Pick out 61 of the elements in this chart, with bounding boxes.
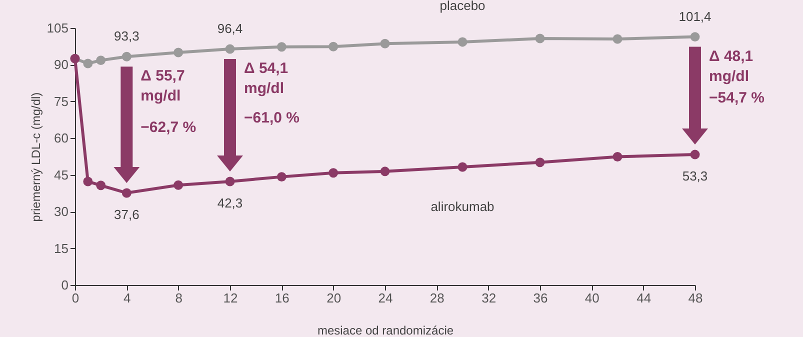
point <box>380 166 390 176</box>
x-tick-label: 16 <box>274 290 290 306</box>
y-tick-label: 75 <box>54 94 68 109</box>
x-tick-label: 0 <box>72 290 80 306</box>
x-tick-label: 28 <box>430 290 444 306</box>
point <box>276 172 286 182</box>
y-tick-label: 105 <box>46 20 68 36</box>
point <box>225 44 235 54</box>
y-tick-label: 45 <box>54 167 68 182</box>
annotation: −61,0 % <box>244 109 300 126</box>
point <box>83 58 93 68</box>
x-tick-label: 24 <box>378 290 393 306</box>
point <box>535 158 545 168</box>
y-tick-label: 30 <box>54 204 68 220</box>
data-label: 101,4 <box>678 8 712 24</box>
x-tick-label: 40 <box>584 290 600 306</box>
x-tick-label: 32 <box>482 290 496 306</box>
x-tick-label: 12 <box>223 290 238 306</box>
data-label: 96,4 <box>217 21 243 36</box>
point <box>122 188 132 198</box>
point <box>96 56 106 66</box>
y-tick-label: 60 <box>54 130 68 146</box>
point <box>122 52 132 62</box>
point <box>174 48 184 58</box>
point <box>83 176 93 186</box>
x-tick-label: 36 <box>533 290 548 306</box>
y-tick-label: 15 <box>54 240 68 256</box>
point <box>328 42 338 52</box>
point <box>458 162 468 172</box>
x-tick-label: 8 <box>175 290 182 306</box>
text: placebo <box>440 0 486 13</box>
point <box>96 180 106 190</box>
annotation: Δ 54,1 mg/dl <box>244 60 288 98</box>
point <box>612 152 622 162</box>
x-tick-label: 44 <box>636 290 652 306</box>
point <box>225 176 235 186</box>
x-tick-label: 48 <box>688 290 703 306</box>
point <box>458 37 468 47</box>
point <box>690 32 700 42</box>
text: alirokumab <box>430 199 494 214</box>
data-label: 53,3 <box>682 168 708 184</box>
point <box>612 34 622 44</box>
point <box>328 168 338 178</box>
y-tick-label: 90 <box>54 57 68 72</box>
point <box>690 150 700 160</box>
data-label: 93,3 <box>114 28 140 44</box>
text: Δ 48,1 mg/dl <box>709 48 754 85</box>
point <box>174 180 184 190</box>
annotation: Δ 55,7 mg/dl <box>140 68 185 105</box>
text: −54,7 % <box>709 90 764 107</box>
data-label: 42,3 <box>217 195 243 210</box>
point <box>276 42 286 52</box>
y-tick-label: 0 <box>61 278 68 292</box>
data-label: 37,6 <box>114 206 140 222</box>
annotation: −62,7 % <box>140 118 196 136</box>
point <box>380 38 390 48</box>
y-axis-title: priemerný LDL-c (mg/dl) <box>28 92 43 222</box>
x-tick-label: 4 <box>124 290 131 306</box>
x-tick-label: 20 <box>326 290 342 306</box>
point <box>535 34 545 44</box>
x-axis-title: mesiace od randomizácie <box>317 324 454 337</box>
